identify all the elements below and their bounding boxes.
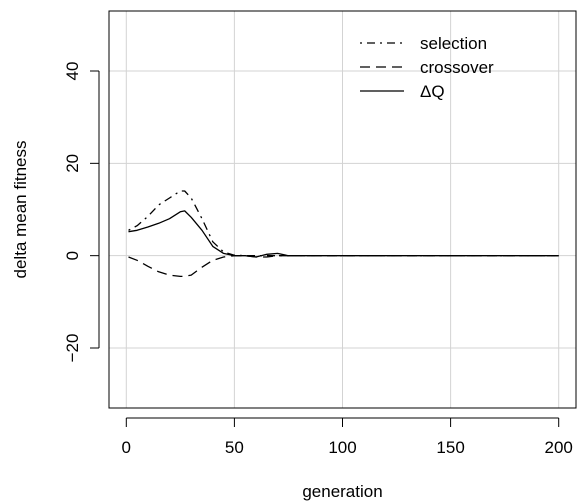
series-line-dashed xyxy=(128,255,559,278)
y-axis: −20 0 20 40 xyxy=(63,62,100,363)
legend-label: ΔQ xyxy=(420,82,445,101)
x-tick-label: 200 xyxy=(545,438,573,457)
y-tick-label: 20 xyxy=(63,154,82,173)
y-tick-label: 40 xyxy=(63,62,82,81)
x-tick-label: 0 xyxy=(122,438,131,457)
grid-lines xyxy=(109,11,576,408)
y-tick-label: 0 xyxy=(63,251,82,260)
plot-frame xyxy=(108,10,577,409)
legend-label: crossover xyxy=(420,58,494,77)
x-tick-label: 50 xyxy=(225,438,244,457)
x-tick-label: 150 xyxy=(436,438,464,457)
series-lines xyxy=(128,190,559,278)
legend: selection crossover ΔQ xyxy=(360,34,494,101)
x-tick-label: 100 xyxy=(328,438,356,457)
x-axis-title: generation xyxy=(302,482,382,501)
y-tick-label: −20 xyxy=(63,334,82,363)
x-axis: 0 50 100 150 200 xyxy=(122,417,573,457)
series-line-dotdash xyxy=(128,190,559,257)
series-line-solid xyxy=(128,210,559,258)
y-axis-title: delta mean fitness xyxy=(11,141,30,279)
legend-label: selection xyxy=(420,34,487,53)
